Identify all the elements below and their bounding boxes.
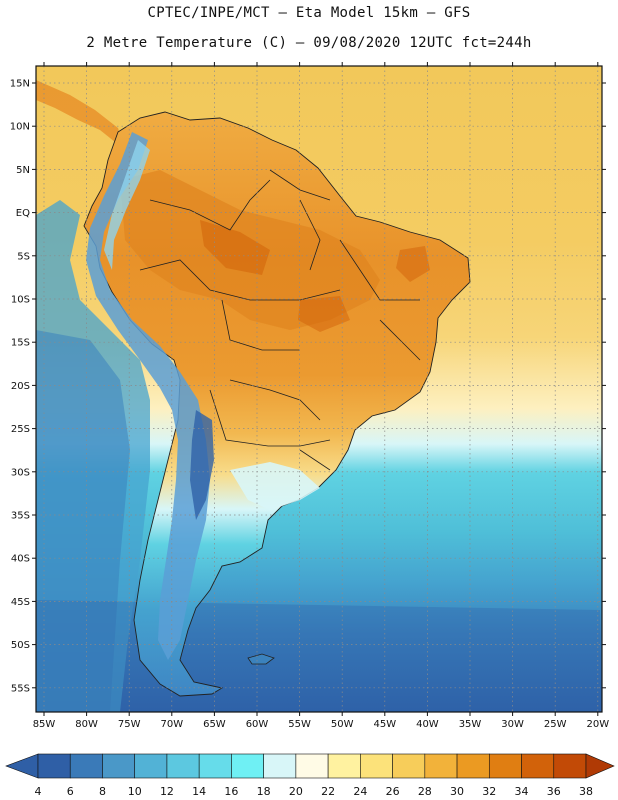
latitude-axis: 15N 10N 5N EQ 5S 10S 15S 20S 25S 30S 35S 40S 45S 50S 5… — [10, 79, 606, 694]
border-uruguay — [299, 449, 331, 471]
lon-label: 30W — [501, 719, 524, 730]
hotspot-central — [298, 296, 350, 332]
colorbar-label: 32 — [482, 785, 496, 798]
border-brazil-peru — [139, 259, 341, 301]
colorbar-min-arrow — [5, 753, 39, 779]
lat-label: 45S — [11, 597, 30, 608]
colorbar-swatch — [392, 753, 426, 779]
lon-label: 60W — [246, 719, 269, 730]
border-argentina-north — [209, 389, 331, 447]
lon-label: 35W — [459, 719, 482, 730]
colorbar-swatch — [456, 753, 490, 779]
temperature-colorbar: 4 6 8 10 12 14 16 18 20 22 24 26 28 30 32 34 36 38 — [5, 753, 615, 798]
map-field — [36, 66, 602, 712]
lat-label: 35S — [11, 511, 30, 522]
lon-label: 45W — [373, 719, 396, 730]
border-guianas — [269, 169, 331, 201]
central-andes-deep — [190, 410, 214, 520]
lat-label: 5S — [17, 251, 30, 262]
colorbar-label: 30 — [450, 785, 464, 798]
colorbar-swatch — [231, 753, 264, 779]
lat-label: 25S — [11, 424, 30, 435]
colorbar-swatch — [198, 753, 232, 779]
lat-label: 20S — [11, 381, 30, 392]
colorbar-swatch — [37, 753, 71, 779]
lat-label: 5N — [16, 165, 30, 176]
colorbar-label: 24 — [353, 785, 367, 798]
colorbar-swatch — [360, 753, 393, 779]
colorbar-label: 6 — [67, 785, 74, 798]
colorbar-label: 38 — [579, 785, 593, 798]
lat-label: 15N — [10, 79, 30, 90]
border-brazil-inner-3 — [379, 319, 421, 361]
country-borders — [139, 169, 421, 471]
colorbar-label: 36 — [547, 785, 561, 798]
colorbar-label: 26 — [386, 785, 400, 798]
pampas-cool-region — [230, 462, 320, 510]
lat-label: 10S — [11, 295, 30, 306]
lat-label: 10N — [10, 122, 30, 133]
colorbar-label: 34 — [515, 785, 529, 798]
lon-label: 20W — [586, 719, 609, 730]
map-title-line-2: 2 Metre Temperature (C) – 09/08/2020 12U… — [86, 35, 532, 51]
lat-label: 50S — [11, 640, 30, 651]
lat-label: EQ — [16, 208, 30, 219]
colorbar-label: 20 — [289, 785, 303, 798]
colorbar-label: 28 — [418, 785, 432, 798]
lon-label: 65W — [203, 719, 226, 730]
colorbar-label: 12 — [160, 785, 174, 798]
lon-label: 70W — [160, 719, 183, 730]
hotspot-west — [200, 220, 270, 275]
colorbar-swatch — [327, 753, 361, 779]
central-america-land — [36, 80, 125, 150]
colorbar-label: 14 — [192, 785, 206, 798]
colorbar-swatch — [166, 753, 200, 779]
border-bolivia — [221, 299, 300, 351]
longitude-axis: 85W 80W 75W 70W 65W 60W 55W 50W 45W 40W 35W 30W 25W 2… — [33, 62, 609, 730]
lon-label: 75W — [118, 719, 141, 730]
northern-andes-cool — [104, 140, 150, 270]
colorbar-swatch — [424, 753, 458, 779]
colorbar-swatch — [488, 753, 522, 779]
pacific-cold-region — [36, 330, 130, 712]
hotspot-northeast — [396, 246, 430, 282]
colorbar-label: 22 — [321, 785, 335, 798]
lon-label: 40W — [416, 719, 439, 730]
colorbar-label: 18 — [257, 785, 271, 798]
border-paraguay — [229, 379, 321, 421]
lon-label: 55W — [288, 719, 311, 730]
lat-label: 30S — [11, 467, 30, 478]
lon-label: 25W — [544, 719, 567, 730]
colorbar-swatch — [263, 753, 297, 779]
colorbar-label: 4 — [35, 785, 42, 798]
map-frame — [35, 65, 603, 713]
colorbar-swatch — [102, 753, 136, 779]
andes-cold-strip — [86, 132, 210, 660]
colorbar-swatch — [521, 753, 555, 779]
colorbar-label: 8 — [99, 785, 106, 798]
colorbar-swatch — [69, 753, 103, 779]
lon-label: 80W — [75, 719, 98, 730]
lon-label: 85W — [33, 719, 56, 730]
lat-label: 15S — [11, 338, 30, 349]
border-brazil-inner-2 — [339, 239, 420, 301]
colorbar-max-arrow — [585, 753, 615, 779]
colorbar-swatch — [553, 753, 587, 779]
border-brazil-inner-1 — [299, 199, 321, 271]
lon-label: 50W — [331, 719, 354, 730]
falkland-islands — [247, 653, 275, 665]
lat-label: 40S — [11, 554, 30, 565]
colorbar-label: 10 — [128, 785, 142, 798]
southern-ocean-region — [36, 600, 602, 712]
map-title-line-1: CPTEC/INPE/MCT – Eta Model 15km – GFS — [147, 5, 471, 21]
lat-label: 55S — [11, 683, 30, 694]
colorbar-swatch — [295, 753, 329, 779]
colorbar-swatch — [134, 753, 168, 779]
colorbar-label: 16 — [224, 785, 238, 798]
